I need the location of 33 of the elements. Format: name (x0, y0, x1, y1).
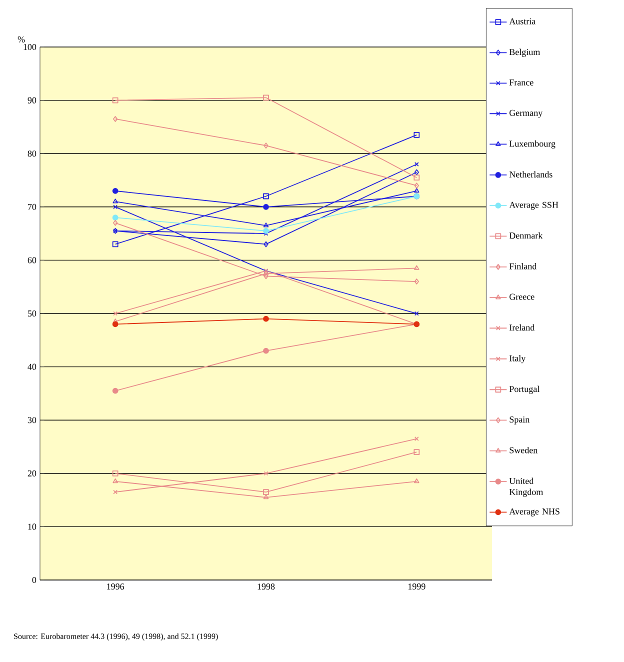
legend-label: Spain (510, 416, 530, 424)
y-tick-label: 20 (28, 470, 36, 476)
legend-label: Portugal (509, 386, 540, 394)
legend-label: Belgium (509, 48, 540, 57)
legend-label: Ireland (509, 324, 535, 331)
legend-label: Netherlands (509, 171, 552, 178)
y-tick-label: 10 (28, 524, 36, 530)
source-note: Source: Eurobarometer 44.3 (1996), 49 (1998), and 52.1 (1999) (14, 633, 218, 641)
x-tick-label: 1999 (408, 584, 426, 590)
legend-label: Denmark (509, 232, 543, 239)
x-tick-label: 1998 (258, 584, 275, 590)
legend-label: Average SSH (509, 202, 558, 210)
y-tick-label: 80 (28, 150, 36, 157)
legend-label: France (509, 80, 534, 86)
legend-label: Sweden (510, 446, 538, 454)
legend-label: Greece (510, 294, 534, 300)
y-tick-label: 0 (32, 576, 36, 584)
legend-label: Luxembourg (509, 140, 556, 149)
y-tick-label: 30 (28, 417, 36, 424)
legend-label: Germany (510, 110, 543, 118)
y-tick-label: 60 (28, 257, 36, 264)
legend-label: Italy (509, 355, 526, 364)
y-tick-label: 50 (28, 310, 36, 317)
y-tick-label: 40 (28, 364, 36, 370)
y-tick-label: 100 (24, 44, 36, 50)
legend-label: Finland (509, 263, 537, 270)
y-tick-label: 90 (28, 97, 36, 104)
x-tick-label: 1996 (107, 584, 124, 590)
y-tick-label: 70 (28, 204, 36, 210)
legend-label: United Kingdom (509, 478, 544, 497)
y-axis-title: % (18, 36, 25, 42)
legend-label: Average NHS (509, 508, 560, 516)
legend-label: Austria (509, 18, 536, 24)
